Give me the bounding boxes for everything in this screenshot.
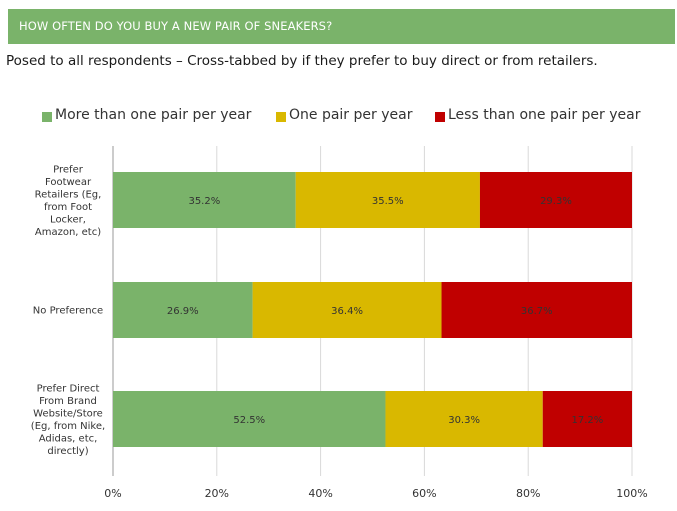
bar-segment <box>441 282 632 338</box>
x-tick-label: 0% <box>104 487 121 500</box>
category-label-line: From Brand <box>39 396 97 407</box>
data-label: 35.5% <box>372 196 404 207</box>
category-label-line: Locker, <box>50 214 86 225</box>
category-label: Prefer Direct From Brand Website/Store (Eg,… <box>31 383 105 457</box>
legend-label: One pair per year <box>289 107 413 123</box>
category-label-line: Prefer <box>53 164 84 175</box>
category-label-line: Prefer Direct <box>37 383 100 394</box>
chart-subtitle: Posed to all respondents – Cross-tabbed … <box>6 53 598 69</box>
data-label: 17.2% <box>571 415 603 426</box>
chart-header: HOW OFTEN DO YOU BUY A NEW PAIR OF SNEAK… <box>8 9 675 44</box>
x-tick-label: 60% <box>412 487 436 500</box>
x-tick-label: 40% <box>308 487 332 500</box>
legend-label: More than one pair per year <box>55 107 252 123</box>
category-label-line: directly) <box>47 446 88 457</box>
legend-swatch-green <box>42 112 52 122</box>
bar-segment <box>113 172 296 228</box>
category-label: Prefer Footwear Retailers (Eg, from Foot Loc… <box>35 164 102 238</box>
data-label: 35.2% <box>188 196 220 207</box>
legend-swatch-yellow <box>276 112 286 122</box>
legend-swatch-red <box>435 112 445 122</box>
category-label: No Preference <box>33 306 103 317</box>
category-label-line: from Foot <box>44 202 92 213</box>
data-label: 36.4% <box>331 306 363 317</box>
legend: More than one pair per year One pair per… <box>0 105 677 129</box>
bar-segment <box>295 172 480 228</box>
data-label: 52.5% <box>233 415 265 426</box>
bar-segment <box>385 391 543 447</box>
legend-label: Less than one pair per year <box>448 107 641 123</box>
x-tick-label: 20% <box>205 487 229 500</box>
bar-segment <box>542 391 632 447</box>
category-label-line: (Eg, from Nike, <box>31 421 105 432</box>
bar-segment <box>252 282 442 338</box>
data-label: 26.9% <box>167 306 199 317</box>
category-label-line: Website/Store <box>33 408 103 419</box>
x-tick-label: 100% <box>616 487 647 500</box>
category-label-line: Adidas, etc, <box>39 433 98 444</box>
bar-segment <box>113 391 386 447</box>
data-label: 29.3% <box>540 196 572 207</box>
category-label-line: Retailers (Eg, <box>35 189 102 200</box>
data-label: 36.7% <box>521 306 553 317</box>
chart-title: HOW OFTEN DO YOU BUY A NEW PAIR OF SNEAK… <box>19 19 333 33</box>
bar-segment <box>479 172 632 228</box>
bar-segment <box>113 282 253 338</box>
category-label-line: Amazon, etc) <box>35 227 101 238</box>
category-label-line: Footwear <box>45 177 92 188</box>
x-tick-label: 80% <box>516 487 540 500</box>
data-label: 30.3% <box>448 415 480 426</box>
category-label-line: No Preference <box>33 306 103 317</box>
